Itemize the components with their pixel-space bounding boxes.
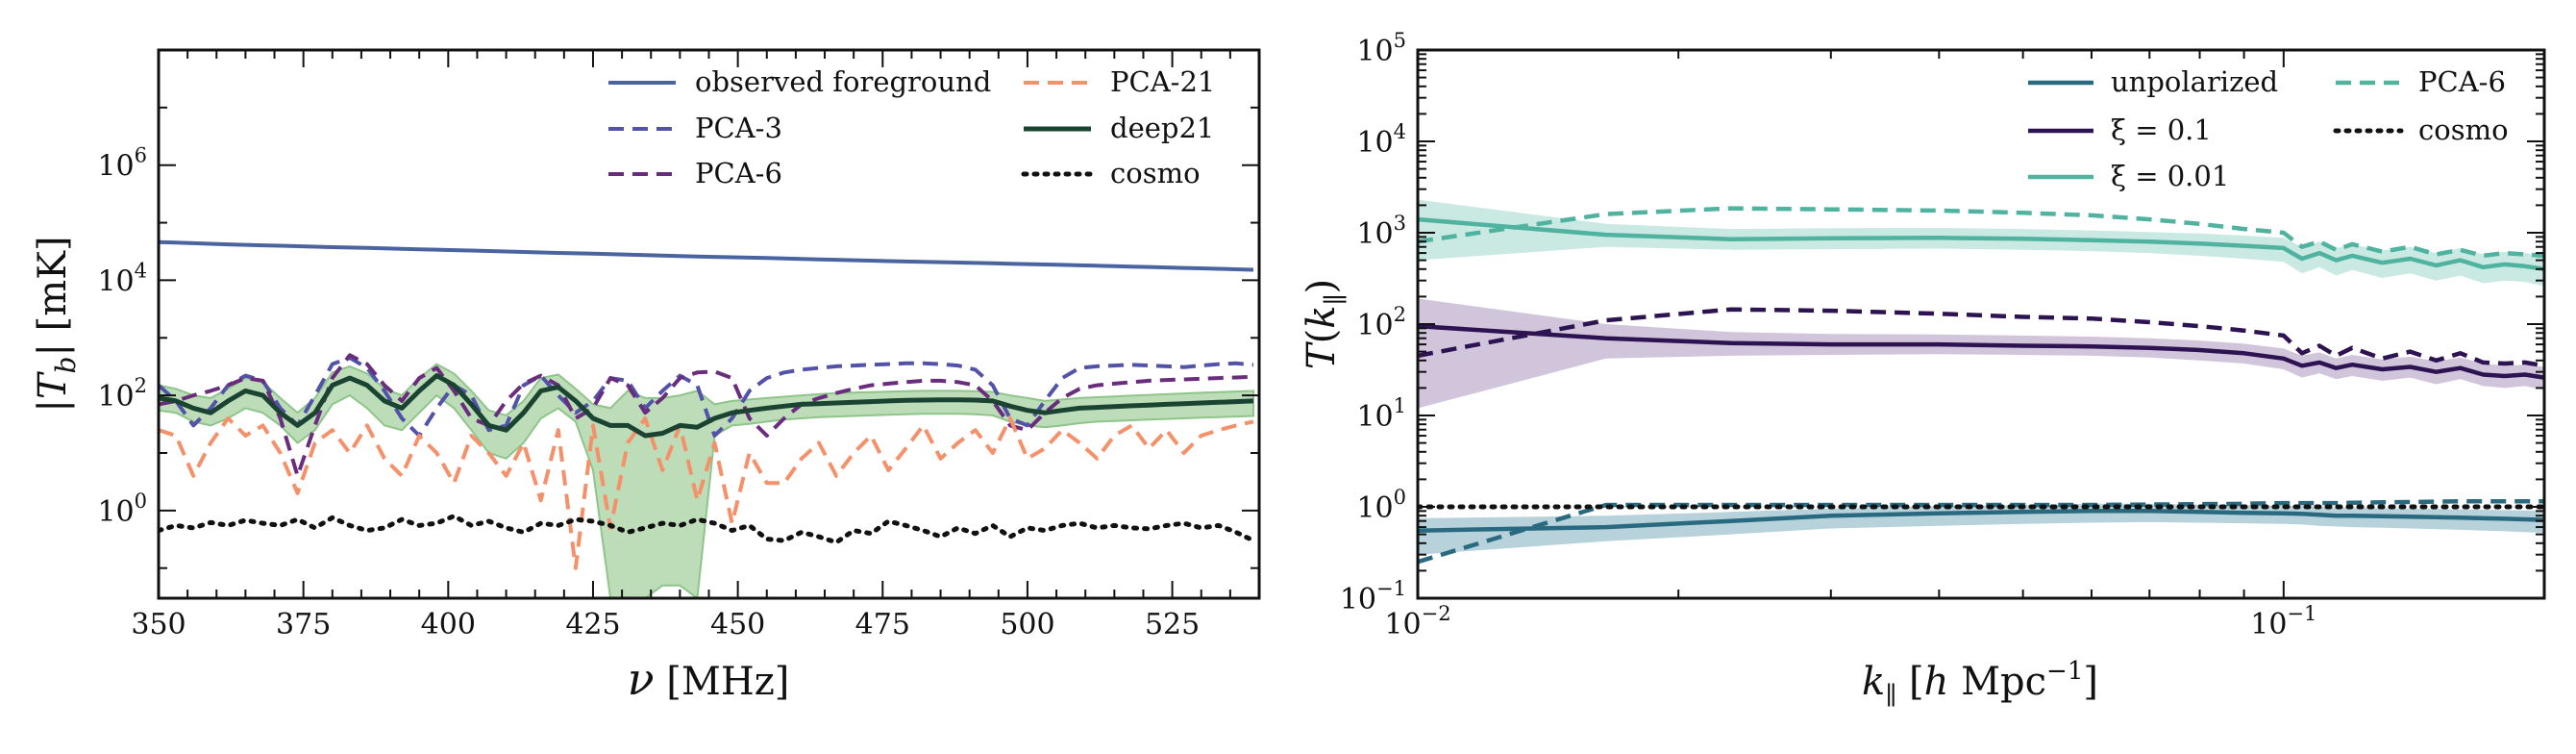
legend-label-pca-3: PCA-3: [695, 112, 782, 144]
left-xtick-label: 425: [565, 608, 620, 641]
series-pca-3: [159, 356, 1254, 438]
left-xtick-label: 475: [855, 608, 910, 641]
series-pca-21: [159, 416, 1254, 570]
series-deep21: [159, 373, 1254, 439]
left-legend: observed foreground PCA-3 PCA-6 PCA-21 deep2…: [608, 65, 1215, 189]
left-xtick-label: 350: [131, 608, 186, 641]
left-ytick-label: 100: [97, 490, 147, 529]
right-ylabel: T(k∥): [1300, 279, 1350, 369]
left-plot-frame: [157, 48, 1261, 600]
right-ytick-label: 100: [1356, 486, 1406, 525]
legend-label-0-01: ξ = 0.01: [2111, 160, 2229, 192]
band-0-01: [1418, 199, 2544, 287]
legend-label-pca-6: PCA-6: [695, 157, 782, 189]
right-ytick-label: 102: [1356, 303, 1406, 342]
deep21-uncertainty-band: [159, 363, 1254, 598]
legend-label-pca-21: PCA-21: [1110, 65, 1215, 98]
band-unpolarized: [1418, 503, 2544, 555]
legend-label-cosmo: cosmo: [2418, 113, 2509, 146]
left-ytick-label: 104: [97, 259, 147, 298]
series-pca-6: [1418, 206, 2544, 259]
legend-label-observed-foreground: observed foreground: [695, 65, 991, 98]
left-ytick-label: 102: [97, 374, 147, 414]
left-xtick-label: 525: [1145, 608, 1200, 641]
series-0-1: [1418, 323, 2544, 380]
legend-label-cosmo: cosmo: [1110, 157, 1201, 189]
legend-label-0-1: ξ = 0.1: [2111, 113, 2212, 146]
left-chart: 350 375 400 425 450 475 500 525 100 102 104 106 obs…: [31, 48, 1261, 705]
right-xtick-label: 10−2: [1384, 602, 1450, 641]
left-xtick-label: 400: [421, 608, 476, 641]
legend-label-deep21: deep21: [1110, 112, 1214, 144]
left-xlabel: ν [MHz]: [628, 653, 790, 705]
right-plot-frame: [1416, 48, 2546, 600]
series-pca-6: [159, 353, 1254, 478]
series-0-01: [1418, 216, 2544, 272]
right-ytick-label: 101: [1356, 394, 1406, 434]
series-pca-6-0-1: [1418, 307, 2544, 368]
right-ytick-label: 105: [1356, 29, 1406, 68]
left-xtick-label: 450: [710, 608, 765, 641]
legend-label-unpolarized: unpolarized: [2111, 65, 2278, 98]
left-ylabel: |Tb| [mK]: [31, 236, 82, 412]
right-xlabel: k∥ [h Mpc−1]: [1862, 657, 2098, 711]
right-legend: unpolarized ξ = 0.1 ξ = 0.01 PCA-6 cosmo: [2028, 65, 2509, 192]
left-ytick-label: 106: [97, 144, 147, 184]
left-xtick-label: 500: [1000, 608, 1054, 641]
series-unpolarized: [1418, 509, 2544, 533]
series-observed-foreground: [159, 239, 1254, 272]
legend-label-pca-6: PCA-6: [2418, 65, 2506, 98]
right-ytick-label: 103: [1356, 212, 1406, 251]
series-cosmo: [159, 514, 1256, 545]
right-ytick-label: 10−1: [1340, 577, 1406, 616]
right-xtick-label: 10−1: [2250, 602, 2316, 641]
band-0-1: [1418, 298, 2544, 409]
right-ytick-label: 104: [1356, 120, 1406, 160]
left-xtick-label: 375: [276, 608, 331, 641]
